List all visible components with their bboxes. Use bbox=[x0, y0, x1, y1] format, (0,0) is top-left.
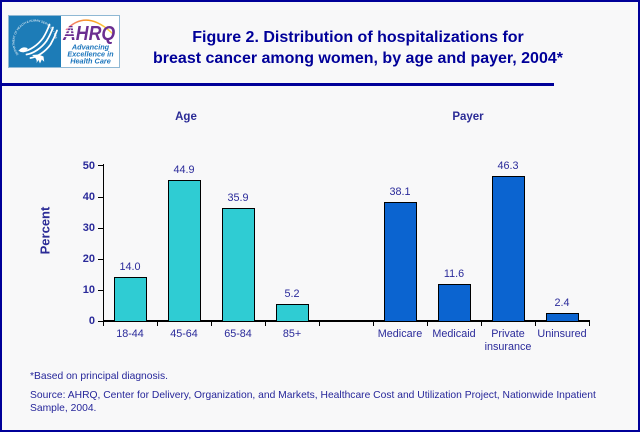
svg-text:Excellence in: Excellence in bbox=[67, 50, 114, 59]
svg-text:Health Care: Health Care bbox=[70, 57, 111, 66]
svg-text:AHRQ: AHRQ bbox=[62, 22, 115, 45]
svg-text:Advancing: Advancing bbox=[71, 43, 110, 52]
